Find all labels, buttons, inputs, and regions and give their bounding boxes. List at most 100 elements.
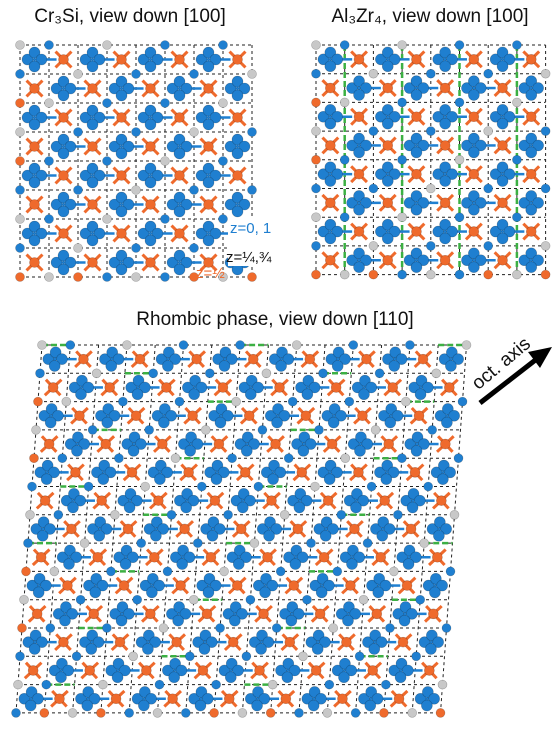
atom bbox=[58, 637, 68, 647]
atom bbox=[327, 439, 337, 449]
atom bbox=[462, 341, 471, 350]
atom bbox=[440, 83, 450, 93]
atom bbox=[68, 708, 77, 717]
atom bbox=[297, 467, 307, 477]
atom bbox=[384, 439, 394, 449]
atom bbox=[142, 643, 153, 654]
atom bbox=[375, 369, 384, 378]
atom bbox=[190, 244, 199, 253]
atom bbox=[429, 587, 440, 598]
atom bbox=[215, 417, 226, 428]
atom bbox=[385, 624, 394, 633]
atom bbox=[262, 369, 271, 378]
atom bbox=[205, 369, 214, 378]
atom bbox=[94, 530, 105, 541]
atom bbox=[302, 389, 313, 400]
atom bbox=[184, 467, 194, 477]
atom bbox=[97, 496, 107, 506]
atom bbox=[340, 98, 349, 107]
atom bbox=[371, 425, 380, 434]
atom bbox=[169, 672, 180, 683]
atom bbox=[468, 262, 479, 273]
atom bbox=[119, 581, 129, 591]
atom bbox=[440, 140, 450, 150]
atom bbox=[405, 341, 414, 350]
atom bbox=[369, 184, 378, 193]
atom bbox=[369, 69, 378, 78]
atom bbox=[412, 652, 421, 661]
atom bbox=[224, 694, 234, 704]
atom bbox=[103, 99, 112, 108]
atom bbox=[232, 90, 243, 101]
atom bbox=[219, 41, 228, 50]
atom bbox=[59, 171, 69, 181]
atom bbox=[411, 445, 422, 456]
atom bbox=[411, 54, 421, 64]
atom bbox=[127, 467, 137, 477]
atom bbox=[426, 270, 435, 279]
atom bbox=[441, 417, 452, 428]
atom bbox=[229, 615, 240, 626]
atom bbox=[381, 474, 392, 485]
atom bbox=[526, 112, 536, 122]
atom bbox=[82, 700, 93, 711]
atom bbox=[382, 61, 393, 72]
atom bbox=[203, 61, 214, 72]
atom bbox=[354, 54, 364, 64]
atom bbox=[146, 200, 156, 210]
atom bbox=[237, 502, 248, 513]
atom bbox=[88, 258, 98, 268]
atom bbox=[248, 354, 258, 364]
atom bbox=[145, 61, 156, 72]
atom bbox=[275, 382, 285, 392]
atom bbox=[103, 215, 112, 224]
atom bbox=[246, 595, 255, 604]
atom bbox=[74, 186, 83, 195]
atom bbox=[45, 157, 54, 166]
atom bbox=[349, 524, 359, 534]
atom bbox=[418, 354, 428, 364]
atom bbox=[426, 241, 435, 250]
atom bbox=[132, 273, 141, 282]
atom bbox=[232, 397, 241, 406]
atom bbox=[192, 354, 202, 364]
atom bbox=[345, 397, 354, 406]
atom bbox=[236, 341, 245, 350]
atom bbox=[399, 615, 410, 626]
atom bbox=[48, 382, 58, 392]
atom bbox=[290, 559, 301, 570]
atom bbox=[323, 708, 332, 717]
atom bbox=[377, 530, 388, 541]
atom bbox=[526, 262, 537, 273]
atom bbox=[455, 270, 464, 279]
atom bbox=[337, 694, 347, 704]
atom bbox=[312, 98, 321, 107]
atom bbox=[340, 213, 349, 222]
atom bbox=[526, 54, 536, 64]
atom bbox=[271, 439, 281, 449]
atom bbox=[353, 467, 363, 477]
atom bbox=[62, 581, 72, 591]
atom bbox=[325, 680, 334, 689]
atom bbox=[204, 200, 214, 210]
atom bbox=[32, 609, 42, 619]
atom bbox=[411, 227, 421, 237]
atom bbox=[484, 127, 493, 136]
atom bbox=[80, 539, 89, 548]
atom bbox=[172, 637, 182, 647]
atom bbox=[16, 99, 25, 108]
atom bbox=[233, 559, 244, 570]
atom bbox=[286, 615, 297, 626]
atom bbox=[436, 496, 446, 506]
atom bbox=[124, 502, 135, 513]
atom bbox=[75, 389, 86, 400]
atom bbox=[354, 147, 365, 158]
atom bbox=[20, 595, 29, 604]
atom bbox=[181, 502, 192, 513]
atom bbox=[346, 559, 357, 570]
atom bbox=[333, 567, 342, 576]
atom bbox=[526, 227, 536, 237]
atom bbox=[112, 672, 123, 683]
atom bbox=[185, 445, 196, 456]
atom bbox=[131, 411, 141, 421]
